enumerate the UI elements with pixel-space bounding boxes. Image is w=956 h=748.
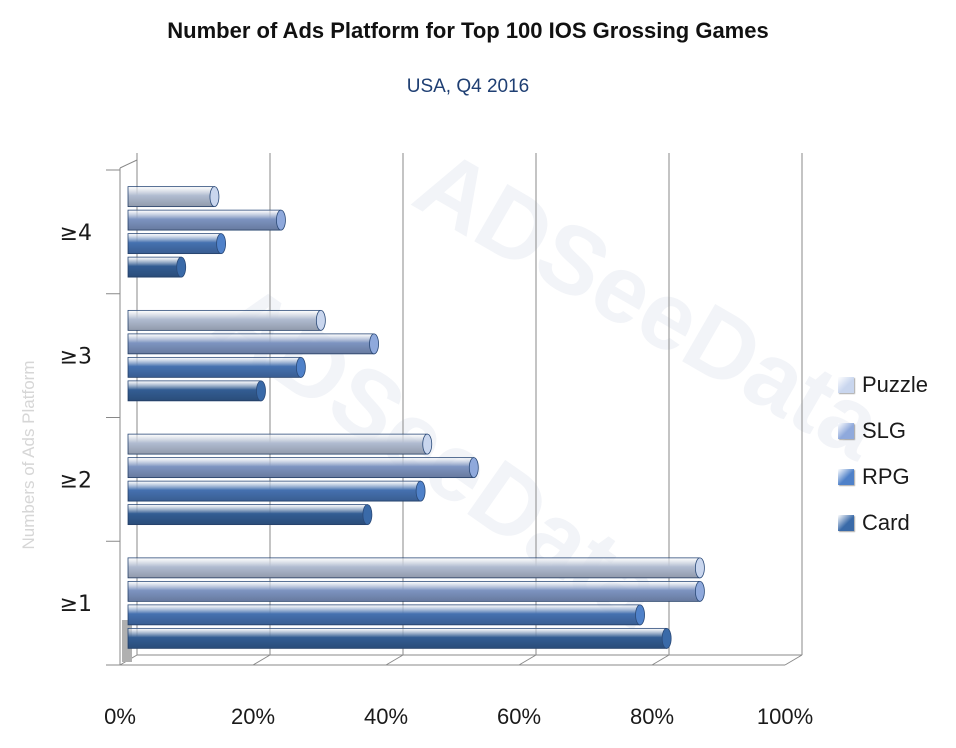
bar-slg-0 [127, 580, 705, 602]
bar-slg-3 [127, 209, 286, 231]
legend-item-rpg: RPG [838, 454, 928, 500]
bar-cap [695, 557, 705, 579]
legend-label: Card [862, 510, 910, 535]
floor-gridline [651, 654, 670, 666]
bar-shade [128, 604, 641, 625]
legend-label: Puzzle [862, 372, 929, 397]
legend-item-card: Card [838, 500, 928, 546]
floor-gridline [252, 654, 271, 666]
bar-cap [661, 627, 672, 649]
bar-shade [128, 333, 375, 354]
bar-rpg-1 [127, 480, 426, 502]
bar-shade [128, 628, 667, 649]
bar-puzzle-1 [127, 433, 433, 455]
bar-shade [128, 557, 700, 578]
bar-rpg-2 [127, 356, 306, 378]
floor-base [122, 620, 132, 662]
x-tick-label: 80% [630, 704, 674, 729]
y-tick-label: ≥2 [60, 468, 92, 493]
bar-cap [422, 433, 433, 455]
floor-gridline [784, 654, 803, 666]
bar-puzzle-2 [127, 309, 326, 331]
legend-swatch [838, 469, 854, 485]
x-tick-label: 60% [497, 704, 541, 729]
bar-shade [128, 257, 182, 278]
bar-cap [295, 356, 306, 378]
bar-cap [315, 309, 326, 331]
bar-shade [128, 434, 428, 455]
bar-shade [128, 457, 474, 478]
bar-shade [128, 210, 281, 231]
legend-item-slg: SLG [838, 408, 928, 454]
bar-cap [276, 209, 286, 231]
legend-label: RPG [862, 464, 910, 489]
y-tick-label: ≥1 [60, 592, 92, 617]
bar-slg-2 [127, 333, 379, 355]
bar-cap [369, 333, 379, 355]
bar-puzzle-0 [127, 557, 705, 579]
bar-card-2 [127, 380, 266, 402]
bar-cap [176, 256, 187, 278]
axis-depth-top [119, 159, 138, 169]
bar-cap [216, 233, 227, 255]
bar-shade [128, 504, 368, 525]
bar-shade [128, 186, 215, 207]
x-tick-label: 0% [104, 704, 136, 729]
bar-rpg-0 [127, 604, 645, 626]
legend-item-puzzle: Puzzle [838, 362, 928, 408]
bar-card-0 [127, 627, 672, 649]
bar-rpg-3 [127, 233, 227, 255]
bar-slg-1 [127, 457, 479, 479]
legend-swatch [838, 377, 854, 393]
bar-cap [256, 380, 266, 402]
legend-label: SLG [862, 418, 907, 443]
legend-swatch [838, 423, 854, 439]
bar-shade [128, 233, 222, 254]
floor-gridline [385, 654, 404, 666]
bar-cap [635, 604, 645, 626]
bar-cap [468, 457, 479, 479]
bar-shade [128, 481, 421, 502]
legend: Puzzle SLG RPG Card [838, 362, 928, 546]
y-tick-label: ≥3 [60, 345, 92, 370]
x-tick-label: 20% [231, 704, 275, 729]
bar-cap [362, 504, 373, 526]
bar-shade [128, 310, 321, 331]
bar-puzzle-3 [127, 186, 220, 208]
floor-gridline [518, 654, 537, 666]
legend-swatch [838, 515, 854, 531]
bar-card-1 [127, 504, 373, 526]
x-tick-label: 100% [757, 704, 813, 729]
y-tick-label: ≥4 [60, 221, 92, 246]
bar-cap [209, 186, 220, 208]
bar-card-3 [127, 256, 187, 278]
bar-shade [128, 581, 700, 602]
chart-title: Number of Ads Platform for Top 100 IOS G… [167, 18, 769, 43]
bar-shade [128, 380, 261, 401]
bar-cap [695, 580, 705, 602]
bar-cap [415, 480, 426, 502]
x-tick-label: 40% [364, 704, 408, 729]
chart-subtitle: USA, Q4 2016 [406, 76, 530, 97]
bar-shade [128, 357, 301, 378]
